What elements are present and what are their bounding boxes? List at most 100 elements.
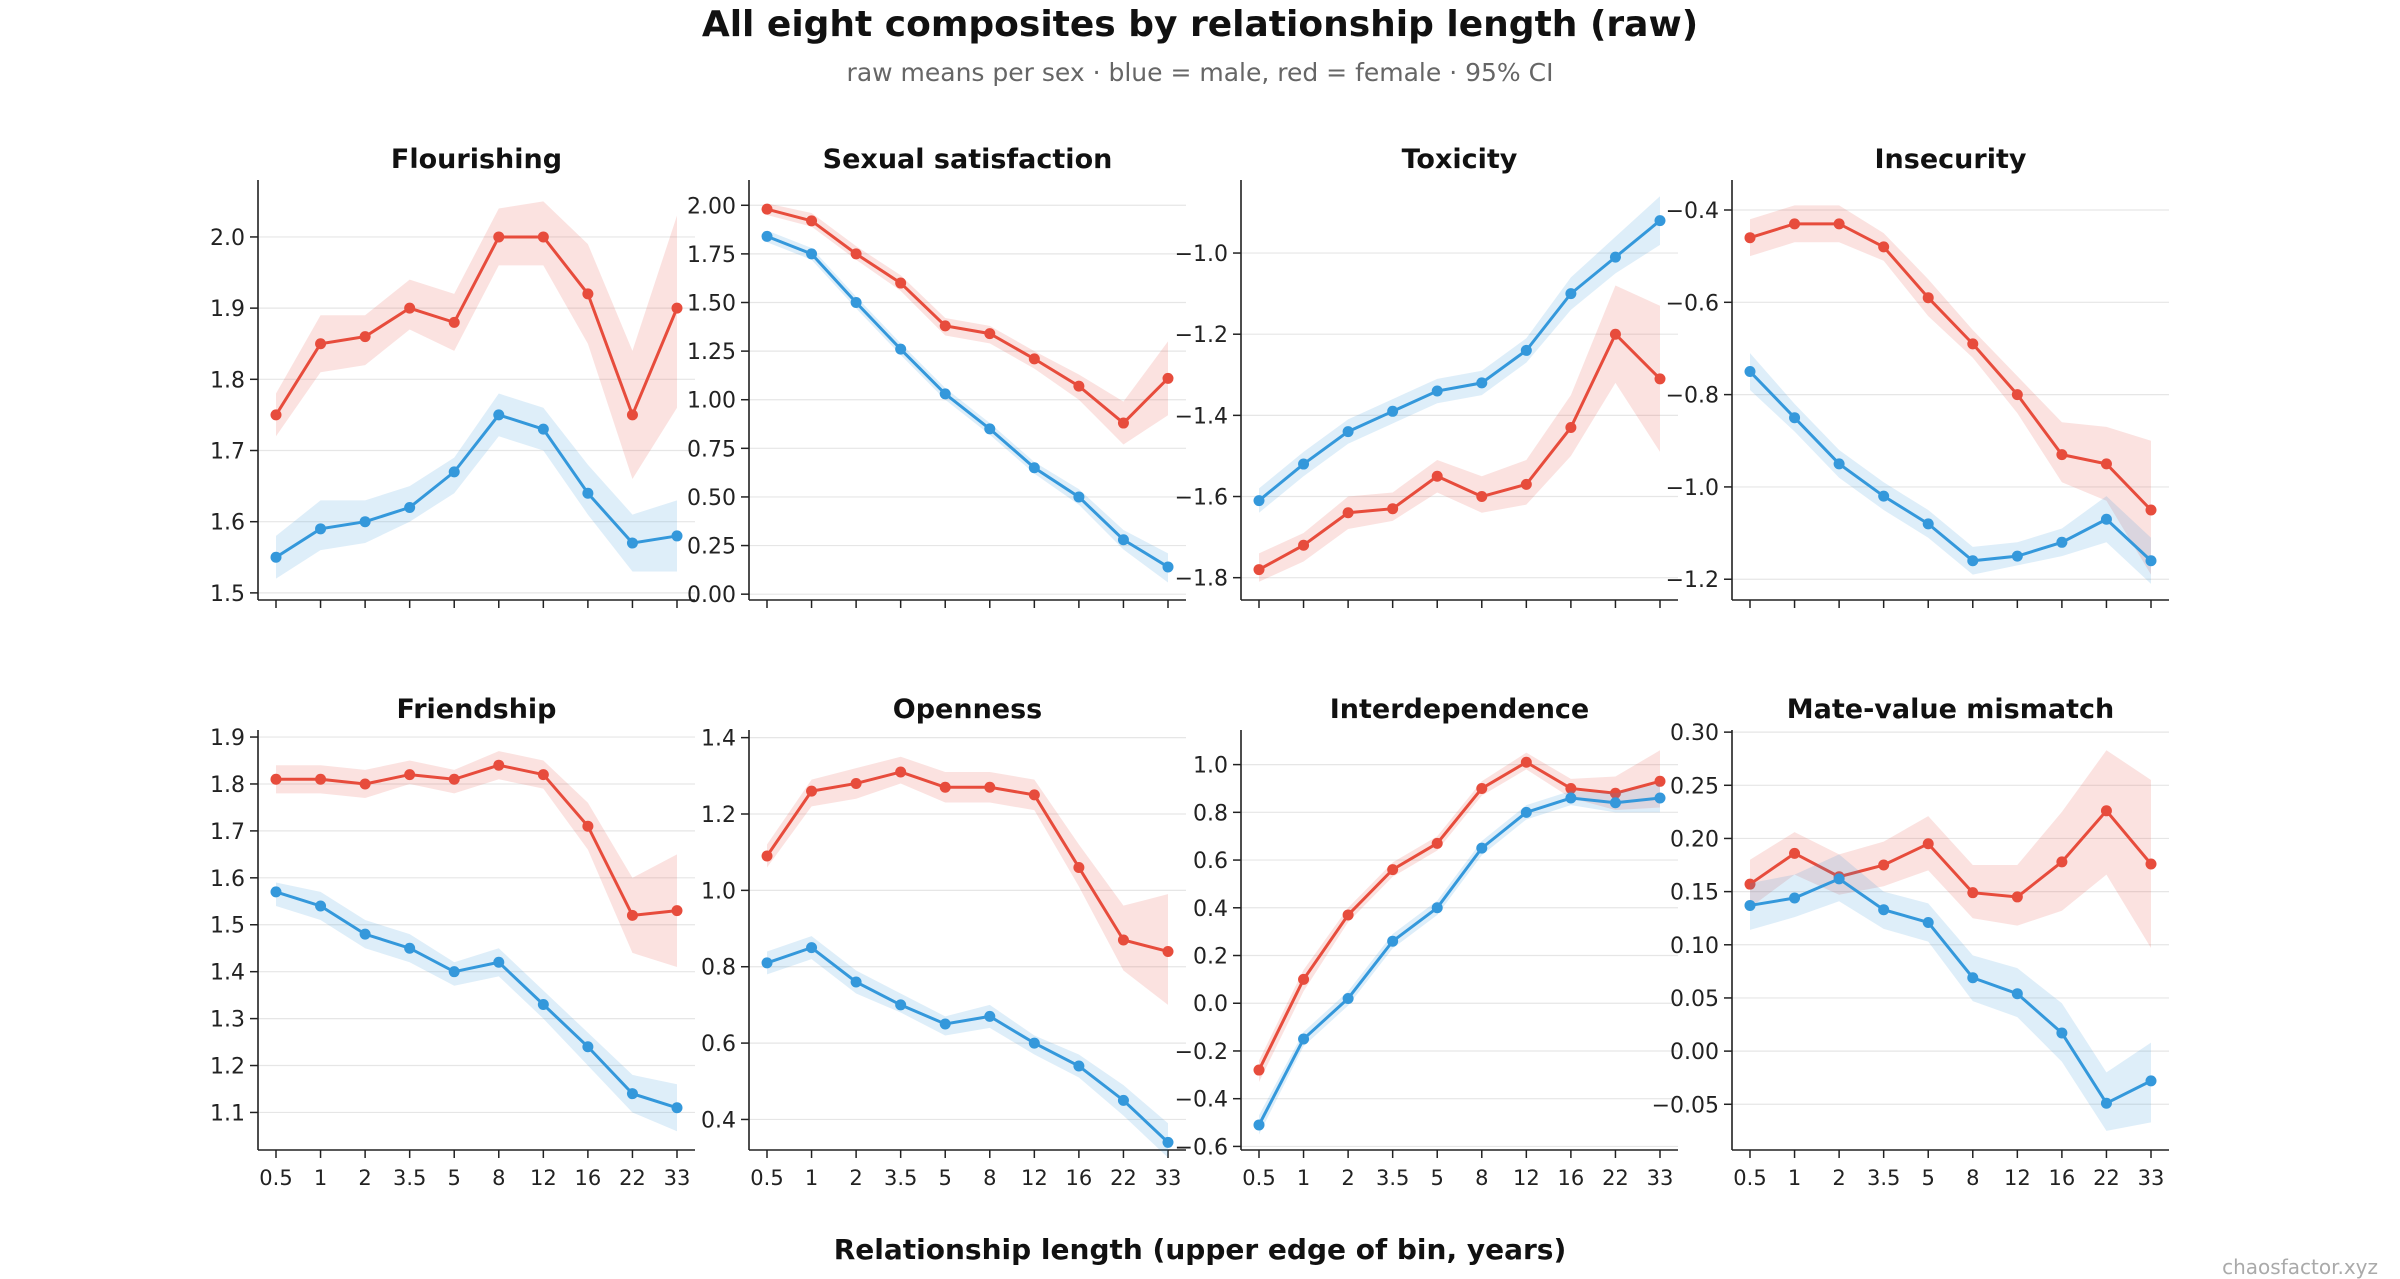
y-tick-label: −1.2: [1175, 323, 1228, 348]
female-data-point: [761, 203, 773, 215]
male-data-point: [626, 537, 638, 549]
x-tick-label: 1: [805, 1166, 818, 1190]
y-tick-label: −0.05: [1652, 1093, 1719, 1118]
y-tick-label: 0.05: [1670, 987, 1719, 1012]
x-axis-label: Relationship length (upper edge of bin, …: [833, 1233, 1567, 1266]
male-data-point: [671, 1102, 683, 1114]
male-data-point: [1298, 458, 1310, 470]
male-data-point: [1028, 1037, 1040, 1049]
female-data-point: [1342, 507, 1354, 519]
x-tick-label: 3.5: [884, 1166, 917, 1190]
x-tick-label: 16: [1558, 1166, 1585, 1190]
female-series-line: [765, 770, 1169, 953]
male-series-line: [275, 413, 678, 559]
female-data-point: [895, 766, 907, 778]
panel-4: −1.2 −1.0 −0.8 −0.6 −0.4 Insecurity: [1666, 144, 2169, 608]
male-data-point: [537, 423, 549, 435]
x-tick-label: 33: [664, 1166, 691, 1190]
female-data-point: [1476, 491, 1488, 503]
male-data-point: [2056, 1027, 2068, 1039]
male-data-point: [984, 423, 996, 435]
male-series-line: [1258, 219, 1661, 502]
male-data-point: [939, 388, 951, 400]
female-data-point: [984, 781, 996, 793]
male-data-point: [895, 343, 907, 355]
y-tick-label: −1.4: [1175, 404, 1228, 429]
panel-title: Insecurity: [1875, 144, 2027, 175]
y-tick-label: 1.25: [687, 340, 736, 365]
panel-title: Toxicity: [1402, 144, 1518, 175]
female-ci-band: [276, 201, 677, 479]
female-data-point: [626, 409, 638, 421]
female-data-point: [404, 769, 416, 781]
male-data-point: [1744, 899, 1756, 911]
x-tick-label: 8: [492, 1166, 505, 1190]
female-data-point: [1476, 782, 1488, 794]
female-data-point: [671, 302, 683, 314]
female-data-point: [2056, 449, 2068, 461]
y-tick-label: 0.8: [701, 956, 736, 981]
female-data-point: [1789, 218, 1801, 230]
male-data-point: [2011, 988, 2023, 1000]
y-tick-label: −1.8: [1175, 567, 1228, 592]
female-ci-band: [1259, 285, 1660, 582]
female-series-line: [1749, 222, 2153, 512]
x-tick-label: 3.5: [393, 1166, 426, 1190]
male-ci-band: [276, 393, 677, 579]
male-data-point: [1028, 462, 1040, 474]
female-data-point: [2100, 805, 2112, 817]
female-data-point: [537, 769, 549, 781]
y-tick-label: 1.8: [210, 773, 245, 798]
male-data-point: [404, 501, 416, 513]
male-data-point: [1833, 458, 1845, 470]
female-data-point: [1387, 864, 1399, 876]
male-data-point: [806, 942, 818, 954]
male-data-point: [1342, 426, 1354, 438]
female-data-point: [1789, 847, 1801, 859]
y-tick-label: 1.3: [210, 1008, 245, 1033]
male-data-point: [806, 248, 818, 260]
male-ci-band: [1750, 353, 2151, 584]
male-data-point: [1565, 288, 1577, 300]
panel-7: −0.6−0.4−0.20.00.20.40.60.81.00.5 1 2 3.5 5 8…: [1175, 694, 1678, 1190]
female-data-point: [1298, 539, 1310, 551]
female-data-point: [1253, 564, 1265, 576]
female-series-line: [766, 207, 1170, 426]
y-tick-label: 1.7: [210, 820, 245, 845]
female-data-point: [671, 905, 683, 917]
female-data-point: [939, 320, 951, 332]
y-tick-label: −1.2: [1666, 568, 1719, 593]
male-data-point: [1476, 377, 1488, 389]
male-data-point: [1744, 366, 1756, 378]
female-ci-band: [767, 203, 1168, 445]
female-data-point: [270, 773, 282, 785]
y-tick-label: 1.5: [210, 914, 245, 939]
y-tick-label: 0.00: [1670, 1040, 1719, 1065]
male-data-point: [1789, 892, 1801, 904]
female-data-point: [626, 909, 638, 921]
male-ci-band: [1259, 196, 1660, 513]
male-series-line: [766, 234, 1169, 569]
female-ci-band: [276, 751, 677, 967]
male-data-point: [1476, 842, 1488, 854]
female-data-point: [850, 777, 862, 789]
female-data-point: [537, 231, 549, 243]
y-tick-label: 1.4: [210, 961, 245, 986]
x-tick-label: 0.5: [259, 1166, 292, 1190]
panel-title: Flourishing: [391, 144, 562, 175]
y-tick-label: −0.4: [1666, 199, 1719, 224]
y-tick-label: 0.10: [1670, 934, 1719, 959]
female-series-line: [1257, 760, 1661, 1071]
male-data-point: [1878, 904, 1890, 916]
male-data-point: [1298, 1033, 1310, 1045]
male-data-point: [448, 966, 460, 978]
female-data-point: [1028, 789, 1040, 801]
female-data-point: [895, 277, 907, 289]
male-data-point: [1162, 561, 1174, 573]
y-tick-label: 1.2: [210, 1055, 245, 1080]
male-data-point: [1387, 935, 1399, 947]
male-data-point: [1431, 902, 1443, 914]
y-tick-label: −0.6: [1666, 291, 1719, 316]
male-data-point: [493, 956, 505, 968]
